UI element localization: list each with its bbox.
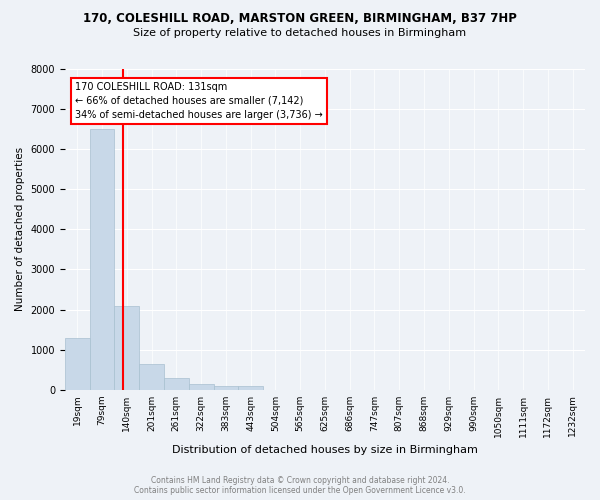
Bar: [115, 306, 139, 390]
Bar: [214, 386, 238, 390]
Text: Size of property relative to detached houses in Birmingham: Size of property relative to detached ho…: [133, 28, 467, 38]
Text: 170, COLESHILL ROAD, MARSTON GREEN, BIRMINGHAM, B37 7HP: 170, COLESHILL ROAD, MARSTON GREEN, BIRM…: [83, 12, 517, 26]
Bar: [89, 129, 115, 390]
Bar: [164, 378, 189, 390]
Bar: [189, 384, 214, 390]
Y-axis label: Number of detached properties: Number of detached properties: [15, 148, 25, 312]
Text: Contains HM Land Registry data © Crown copyright and database right 2024.
Contai: Contains HM Land Registry data © Crown c…: [134, 476, 466, 495]
Text: 170 COLESHILL ROAD: 131sqm
← 66% of detached houses are smaller (7,142)
34% of s: 170 COLESHILL ROAD: 131sqm ← 66% of deta…: [76, 82, 323, 120]
Bar: [139, 364, 164, 390]
Bar: [238, 386, 263, 390]
X-axis label: Distribution of detached houses by size in Birmingham: Distribution of detached houses by size …: [172, 445, 478, 455]
Bar: [65, 338, 89, 390]
